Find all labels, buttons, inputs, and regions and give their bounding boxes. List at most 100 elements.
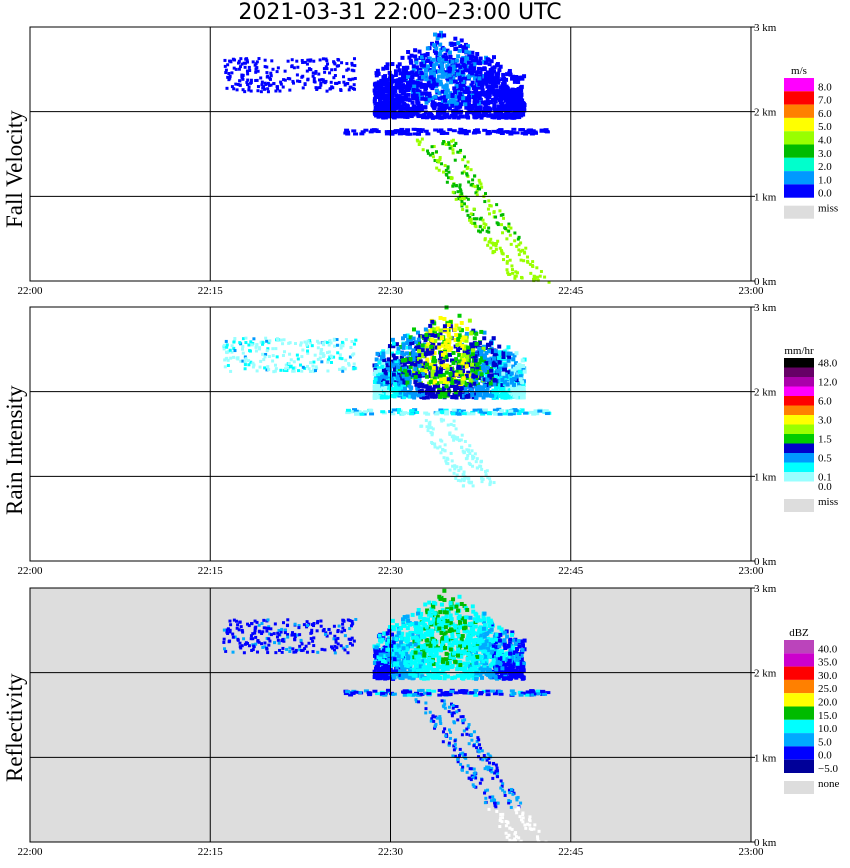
radar-cell — [445, 348, 450, 353]
radar-cell — [411, 655, 416, 660]
radar-cell — [454, 476, 458, 480]
radar-cell — [531, 260, 535, 264]
radar-cell — [376, 395, 381, 400]
radar-cell — [462, 473, 466, 477]
radar-cell — [491, 250, 495, 254]
radar-cell — [423, 369, 428, 374]
radar-cell — [494, 112, 499, 117]
radar-cell — [404, 375, 409, 380]
radar-cell — [472, 408, 478, 412]
radar-cell — [519, 659, 524, 664]
radar-cell — [229, 369, 233, 373]
radar-cell — [505, 86, 510, 91]
radar-cell — [515, 112, 520, 117]
radar-cell — [491, 69, 496, 74]
radar-cell — [247, 85, 251, 89]
radar-cell — [373, 392, 378, 397]
radar-cell — [494, 215, 498, 219]
radar-cell — [404, 129, 410, 133]
radar-cell — [235, 356, 239, 360]
radar-cell — [520, 363, 525, 368]
radar-cell — [469, 63, 474, 68]
radar-cell — [485, 377, 490, 382]
radar-cell — [543, 128, 549, 132]
radar-cell — [347, 362, 351, 366]
radar-cell — [458, 131, 464, 135]
radar-cell — [453, 95, 458, 100]
radar-cell — [266, 81, 270, 85]
radar-cell — [408, 58, 413, 63]
radar-cell — [445, 380, 450, 385]
radar-cell — [488, 360, 493, 365]
radar-cell — [501, 351, 506, 356]
radar-cell — [447, 115, 452, 120]
radar-cell — [441, 376, 446, 381]
radar-cell — [509, 371, 514, 376]
radar-cell — [458, 345, 463, 350]
radar-cell — [516, 107, 521, 112]
radar-cell — [403, 94, 408, 99]
radar-cell — [417, 370, 422, 375]
radar-cell — [517, 382, 522, 387]
radar-cell — [345, 411, 351, 415]
radar-cell — [491, 410, 497, 414]
radar-cell — [439, 391, 444, 396]
radar-cell — [453, 144, 457, 148]
radar-cell — [452, 424, 456, 428]
radar-cell — [469, 342, 474, 347]
radar-cell — [403, 368, 408, 373]
radar-cell — [428, 329, 433, 334]
radar-cell — [471, 464, 475, 468]
radar-cell — [444, 83, 449, 88]
radar-cell — [439, 48, 444, 53]
radar-cell — [434, 650, 439, 655]
radar-cell — [416, 337, 421, 342]
radar-cell — [439, 360, 444, 365]
radar-cell — [474, 395, 479, 400]
radar-cell — [480, 67, 485, 72]
radar-cell — [269, 71, 273, 75]
radar-cell — [465, 44, 470, 49]
radar-cell — [384, 65, 389, 70]
radar-cell — [442, 588, 447, 593]
radar-cell — [473, 371, 478, 376]
radar-cell — [286, 366, 290, 370]
radar-cell — [457, 634, 462, 639]
radar-cell — [263, 366, 267, 370]
radar-cell — [468, 635, 473, 640]
radar-cell — [463, 667, 468, 672]
radar-cell — [474, 225, 478, 229]
radar-cell — [502, 412, 508, 416]
radar-cell — [463, 68, 468, 73]
radar-cell — [301, 365, 305, 369]
radar-cell — [321, 352, 325, 356]
radar-cell — [319, 83, 323, 87]
y-tick-label: 2 km — [754, 107, 777, 119]
radar-cell — [482, 611, 487, 616]
radar-cell — [329, 341, 333, 345]
radar-cell — [436, 665, 441, 670]
radar-cell — [409, 75, 414, 80]
radar-cell — [425, 374, 430, 379]
radar-cell — [256, 69, 260, 73]
radar-cell — [500, 649, 505, 654]
radar-cell — [466, 213, 470, 217]
radar-cell — [518, 409, 524, 413]
radar-cell — [376, 112, 381, 117]
radar-cell — [395, 382, 400, 387]
radar-cell — [425, 348, 430, 353]
radar-cell — [440, 99, 445, 104]
radar-cell — [412, 395, 417, 400]
radar-cell — [399, 355, 404, 360]
radar-cell — [279, 80, 283, 84]
radar-cell — [458, 370, 463, 375]
radar-cell — [478, 56, 483, 61]
legend-label: 3.0 — [818, 148, 832, 160]
radar-cell — [282, 78, 286, 82]
radar-cell — [484, 351, 489, 356]
legend-swatch — [784, 358, 814, 368]
radar-cell — [380, 410, 386, 414]
radar-cell — [224, 68, 228, 72]
legend-swatch — [784, 415, 814, 425]
radar-cell — [474, 57, 479, 62]
